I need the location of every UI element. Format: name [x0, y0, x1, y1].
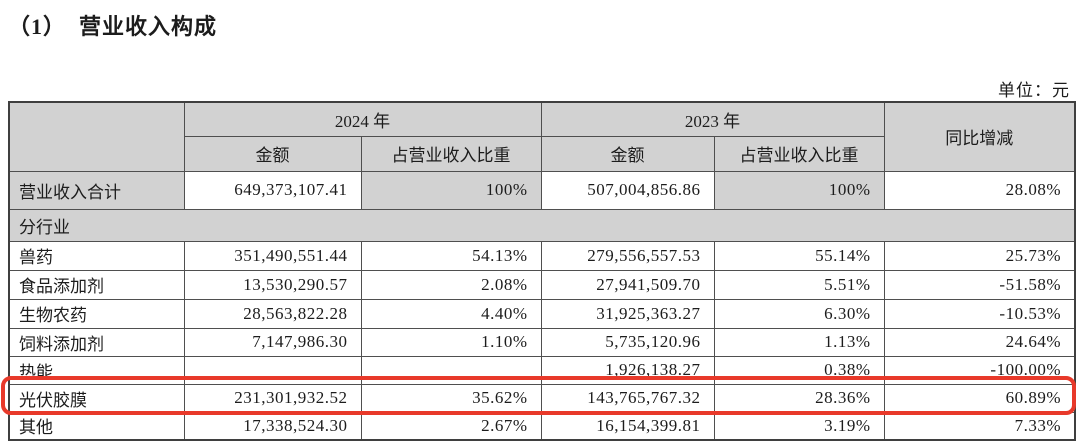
yoy-change: -51.58%: [883, 269, 1076, 300]
amount-2024: 7,147,986.30: [183, 327, 362, 357]
industry-label: 光伏胶膜: [8, 383, 185, 413]
row-feed-additives: 饲料添加剂 7,147,986.30 1.10% 5,735,120.96 1.…: [8, 327, 1076, 357]
ratio-2024: 54.13%: [360, 240, 542, 271]
section-label: 分行业: [8, 208, 1076, 242]
ratio-2023: 0.38%: [713, 355, 885, 385]
amount-2023: 1,926,138.27: [540, 355, 715, 385]
ratio-2024: 35.62%: [360, 383, 542, 413]
yoy-change: 28.08%: [883, 170, 1076, 210]
industry-label: 营业收入合计: [8, 170, 185, 210]
yoy-change: 7.33%: [883, 411, 1076, 441]
row-total-revenue: 营业收入合计 649,373,107.41 100% 507,004,856.8…: [8, 170, 1076, 210]
yoy-change: 24.64%: [883, 327, 1076, 357]
ratio-2023: 3.19%: [713, 411, 885, 441]
header-row-metrics: 金额 占营业收入比重 金额 占营业收入比重: [9, 135, 1075, 172]
ratio-2024: 2.08%: [360, 269, 542, 300]
row-veterinary-drugs: 兽药 351,490,551.44 54.13% 279,556,557.53 …: [8, 240, 1076, 271]
ratio-2024: 2.67%: [360, 411, 542, 441]
row-other: 其他 17,338,524.30 2.67% 16,154,399.81 3.1…: [8, 411, 1076, 441]
amount-2023: 279,556,557.53: [540, 240, 715, 271]
industry-label: 兽药: [8, 240, 185, 271]
amount-2023: 27,941,509.70: [540, 269, 715, 300]
ratio-2023: 55.14%: [713, 240, 885, 271]
ratio-2024: 100%: [360, 170, 542, 210]
amount-2023: 5,735,120.96: [540, 327, 715, 357]
amount-2024: 649,373,107.41: [183, 170, 362, 210]
ratio-2023: 28.36%: [713, 383, 885, 413]
yoy-change: -10.53%: [883, 298, 1076, 329]
amount-2023: 143,765,767.32: [540, 383, 715, 413]
amount-2024: [183, 355, 362, 385]
row-thermal-energy: 热能 1,926,138.27 0.38% -100.00%: [8, 355, 1076, 385]
row-food-additives: 食品添加剂 13,530,290.57 2.08% 27,941,509.70 …: [8, 269, 1076, 300]
header-amount-2024: 金额: [183, 135, 362, 172]
ratio-2023: 6.30%: [713, 298, 885, 329]
row-bio-pesticides: 生物农药 28,563,822.28 4.40% 31,925,363.27 6…: [8, 298, 1076, 329]
amount-2024: 231,301,932.52: [183, 383, 362, 413]
ratio-2024: 4.40%: [360, 298, 542, 329]
amount-2023: 16,154,399.81: [540, 411, 715, 441]
page-title: （1） 营业收入构成: [8, 14, 218, 39]
row-by-industry-section: 分行业: [8, 208, 1076, 242]
amount-2023: 31,925,363.27: [540, 298, 715, 329]
amount-2024: 17,338,524.30: [183, 411, 362, 441]
industry-label: 热能: [8, 355, 185, 385]
amount-2024: 13,530,290.57: [183, 269, 362, 300]
yoy-change: 60.89%: [883, 383, 1076, 413]
amount-2024: 28,563,822.28: [183, 298, 362, 329]
yoy-change: 25.73%: [883, 240, 1076, 271]
row-pv-film: 光伏胶膜 231,301,932.52 35.62% 143,765,767.3…: [8, 383, 1076, 413]
unit-label: 单位：元: [998, 81, 1070, 100]
revenue-composition-table: 2024 年 2023 年 同比增减 金额 占营业收入比重 金额 占营业收入比重…: [8, 101, 1076, 441]
header-amount-2023: 金额: [540, 135, 715, 172]
header-yoy-change: 同比增减: [883, 101, 1076, 172]
header-year-2023: 2023 年: [540, 101, 885, 137]
industry-label: 饲料添加剂: [8, 327, 185, 357]
yoy-change: -100.00%: [883, 355, 1076, 385]
header-ratio-2023: 占营业收入比重: [713, 135, 885, 172]
industry-label: 食品添加剂: [8, 269, 185, 300]
ratio-2023: 5.51%: [713, 269, 885, 300]
header-row-years: 2024 年 2023 年 同比增减: [8, 101, 1076, 172]
header-blank-cell: [8, 101, 185, 172]
ratio-2023: 100%: [713, 170, 885, 210]
industry-label: 其他: [8, 411, 185, 441]
ratio-2024: 1.10%: [360, 327, 542, 357]
header-ratio-2024: 占营业收入比重: [360, 135, 542, 172]
ratio-2023: 1.13%: [713, 327, 885, 357]
amount-2023: 507,004,856.86: [540, 170, 715, 210]
header-year-2024: 2024 年: [183, 101, 542, 137]
industry-label: 生物农药: [8, 298, 185, 329]
ratio-2024: [360, 355, 542, 385]
amount-2024: 351,490,551.44: [183, 240, 362, 271]
